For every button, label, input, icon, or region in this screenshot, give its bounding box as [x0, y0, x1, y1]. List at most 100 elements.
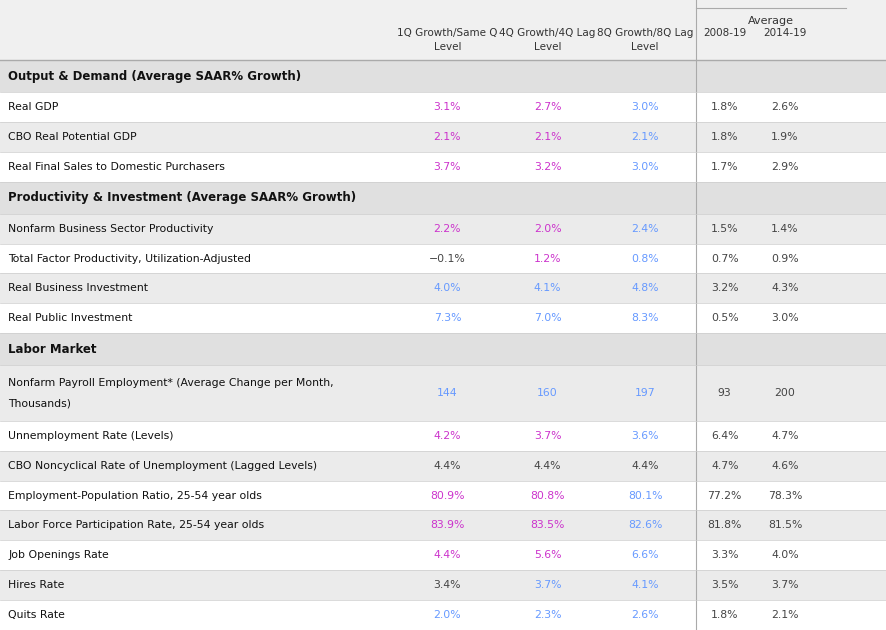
Text: 144: 144 — [437, 388, 458, 398]
Bar — [0, 273, 886, 304]
Text: 2.0%: 2.0% — [533, 224, 562, 234]
Bar — [0, 421, 886, 450]
Text: 160: 160 — [537, 388, 558, 398]
Bar — [0, 304, 886, 333]
Text: 1.8%: 1.8% — [711, 102, 739, 112]
Text: 2.7%: 2.7% — [533, 102, 562, 112]
Text: Thousands): Thousands) — [9, 398, 72, 408]
Text: 2.1%: 2.1% — [771, 610, 799, 620]
Text: 80.8%: 80.8% — [531, 491, 564, 500]
Text: 7.3%: 7.3% — [433, 313, 462, 323]
Text: Labor Force Participation Rate, 25-54 year olds: Labor Force Participation Rate, 25-54 ye… — [9, 520, 265, 530]
Text: 4.4%: 4.4% — [433, 461, 462, 471]
Text: 3.5%: 3.5% — [711, 580, 739, 590]
Text: 2014-19: 2014-19 — [764, 28, 806, 38]
Text: 1Q Growth/Same Q: 1Q Growth/Same Q — [397, 28, 498, 38]
Text: 3.6%: 3.6% — [631, 431, 659, 441]
Text: Output & Demand (Average SAAR% Growth): Output & Demand (Average SAAR% Growth) — [9, 69, 301, 83]
Bar — [0, 450, 886, 481]
Text: Nonfarm Business Sector Productivity: Nonfarm Business Sector Productivity — [9, 224, 214, 234]
Text: Real GDP: Real GDP — [9, 102, 58, 112]
Text: 81.5%: 81.5% — [768, 520, 802, 530]
Text: Level: Level — [631, 42, 659, 52]
Bar — [0, 152, 886, 181]
Text: 80.1%: 80.1% — [628, 491, 662, 500]
Text: 81.8%: 81.8% — [708, 520, 742, 530]
Text: Real Public Investment: Real Public Investment — [9, 313, 133, 323]
Text: 2.9%: 2.9% — [771, 162, 799, 172]
Text: 4Q Growth/4Q Lag: 4Q Growth/4Q Lag — [500, 28, 595, 38]
Text: 2.6%: 2.6% — [771, 102, 799, 112]
Text: 0.8%: 0.8% — [631, 253, 659, 263]
Text: 3.0%: 3.0% — [771, 313, 799, 323]
Text: 83.9%: 83.9% — [431, 520, 464, 530]
Text: 82.6%: 82.6% — [628, 520, 662, 530]
Text: 2008-19: 2008-19 — [703, 28, 746, 38]
Text: 3.7%: 3.7% — [771, 580, 799, 590]
Text: 1.8%: 1.8% — [711, 610, 739, 620]
Bar — [0, 541, 886, 570]
Text: 0.9%: 0.9% — [771, 253, 799, 263]
Text: 1.7%: 1.7% — [711, 162, 739, 172]
Text: CBO Real Potential GDP: CBO Real Potential GDP — [9, 132, 137, 142]
Text: 5.6%: 5.6% — [533, 550, 562, 560]
Text: 2.1%: 2.1% — [631, 132, 659, 142]
Bar — [0, 333, 886, 365]
Text: 4.0%: 4.0% — [433, 284, 462, 294]
Text: 2.6%: 2.6% — [631, 610, 659, 620]
Text: 3.0%: 3.0% — [631, 162, 659, 172]
Text: 1.8%: 1.8% — [711, 132, 739, 142]
Text: 4.7%: 4.7% — [711, 461, 739, 471]
Text: 4.4%: 4.4% — [631, 461, 659, 471]
Bar — [0, 122, 886, 152]
Text: 4.7%: 4.7% — [771, 431, 799, 441]
Text: 4.6%: 4.6% — [771, 461, 799, 471]
Text: 2.2%: 2.2% — [433, 224, 462, 234]
Text: 1.2%: 1.2% — [533, 253, 562, 263]
Text: Level: Level — [433, 42, 462, 52]
Text: 2.1%: 2.1% — [433, 132, 462, 142]
Text: 197: 197 — [634, 388, 656, 398]
Bar — [0, 600, 886, 630]
Text: 4.8%: 4.8% — [631, 284, 659, 294]
Text: 4.1%: 4.1% — [631, 580, 659, 590]
Text: 2.4%: 2.4% — [631, 224, 659, 234]
Text: 8.3%: 8.3% — [631, 313, 659, 323]
Text: 7.0%: 7.0% — [533, 313, 562, 323]
Text: 8Q Growth/8Q Lag: 8Q Growth/8Q Lag — [597, 28, 693, 38]
Text: 0.7%: 0.7% — [711, 253, 739, 263]
Bar — [0, 244, 886, 273]
Bar — [0, 481, 886, 510]
Text: 3.7%: 3.7% — [533, 580, 562, 590]
Text: 78.3%: 78.3% — [768, 491, 802, 500]
Text: Job Openings Rate: Job Openings Rate — [9, 550, 109, 560]
Bar — [0, 181, 886, 214]
Bar — [0, 570, 886, 600]
Text: Level: Level — [533, 42, 562, 52]
Text: 2.3%: 2.3% — [533, 610, 562, 620]
Text: 2.0%: 2.0% — [433, 610, 462, 620]
Text: 3.2%: 3.2% — [533, 162, 562, 172]
Text: Nonfarm Payroll Employment* (Average Change per Month,: Nonfarm Payroll Employment* (Average Cha… — [9, 378, 334, 388]
Text: 1.4%: 1.4% — [771, 224, 799, 234]
Bar — [0, 92, 886, 122]
Text: Employment-Population Ratio, 25-54 year olds: Employment-Population Ratio, 25-54 year … — [9, 491, 262, 500]
Text: 83.5%: 83.5% — [531, 520, 564, 530]
Text: 1.5%: 1.5% — [711, 224, 739, 234]
Text: Unnemployment Rate (Levels): Unnemployment Rate (Levels) — [9, 431, 174, 441]
Text: 4.4%: 4.4% — [433, 550, 462, 560]
Text: Productivity & Investment (Average SAAR% Growth): Productivity & Investment (Average SAAR%… — [9, 191, 356, 204]
Text: 4.2%: 4.2% — [433, 431, 462, 441]
Text: 6.6%: 6.6% — [631, 550, 659, 560]
Text: CBO Noncyclical Rate of Unemployment (Lagged Levels): CBO Noncyclical Rate of Unemployment (La… — [9, 461, 317, 471]
Text: 2.1%: 2.1% — [533, 132, 562, 142]
Text: 3.2%: 3.2% — [711, 284, 739, 294]
Text: −0.1%: −0.1% — [429, 253, 466, 263]
Bar — [0, 365, 886, 421]
Text: 200: 200 — [774, 388, 796, 398]
Text: 3.7%: 3.7% — [433, 162, 462, 172]
Text: 1.9%: 1.9% — [771, 132, 799, 142]
Text: 3.1%: 3.1% — [433, 102, 462, 112]
Text: Real Final Sales to Domestic Purchasers: Real Final Sales to Domestic Purchasers — [9, 162, 225, 172]
Bar — [0, 510, 886, 541]
